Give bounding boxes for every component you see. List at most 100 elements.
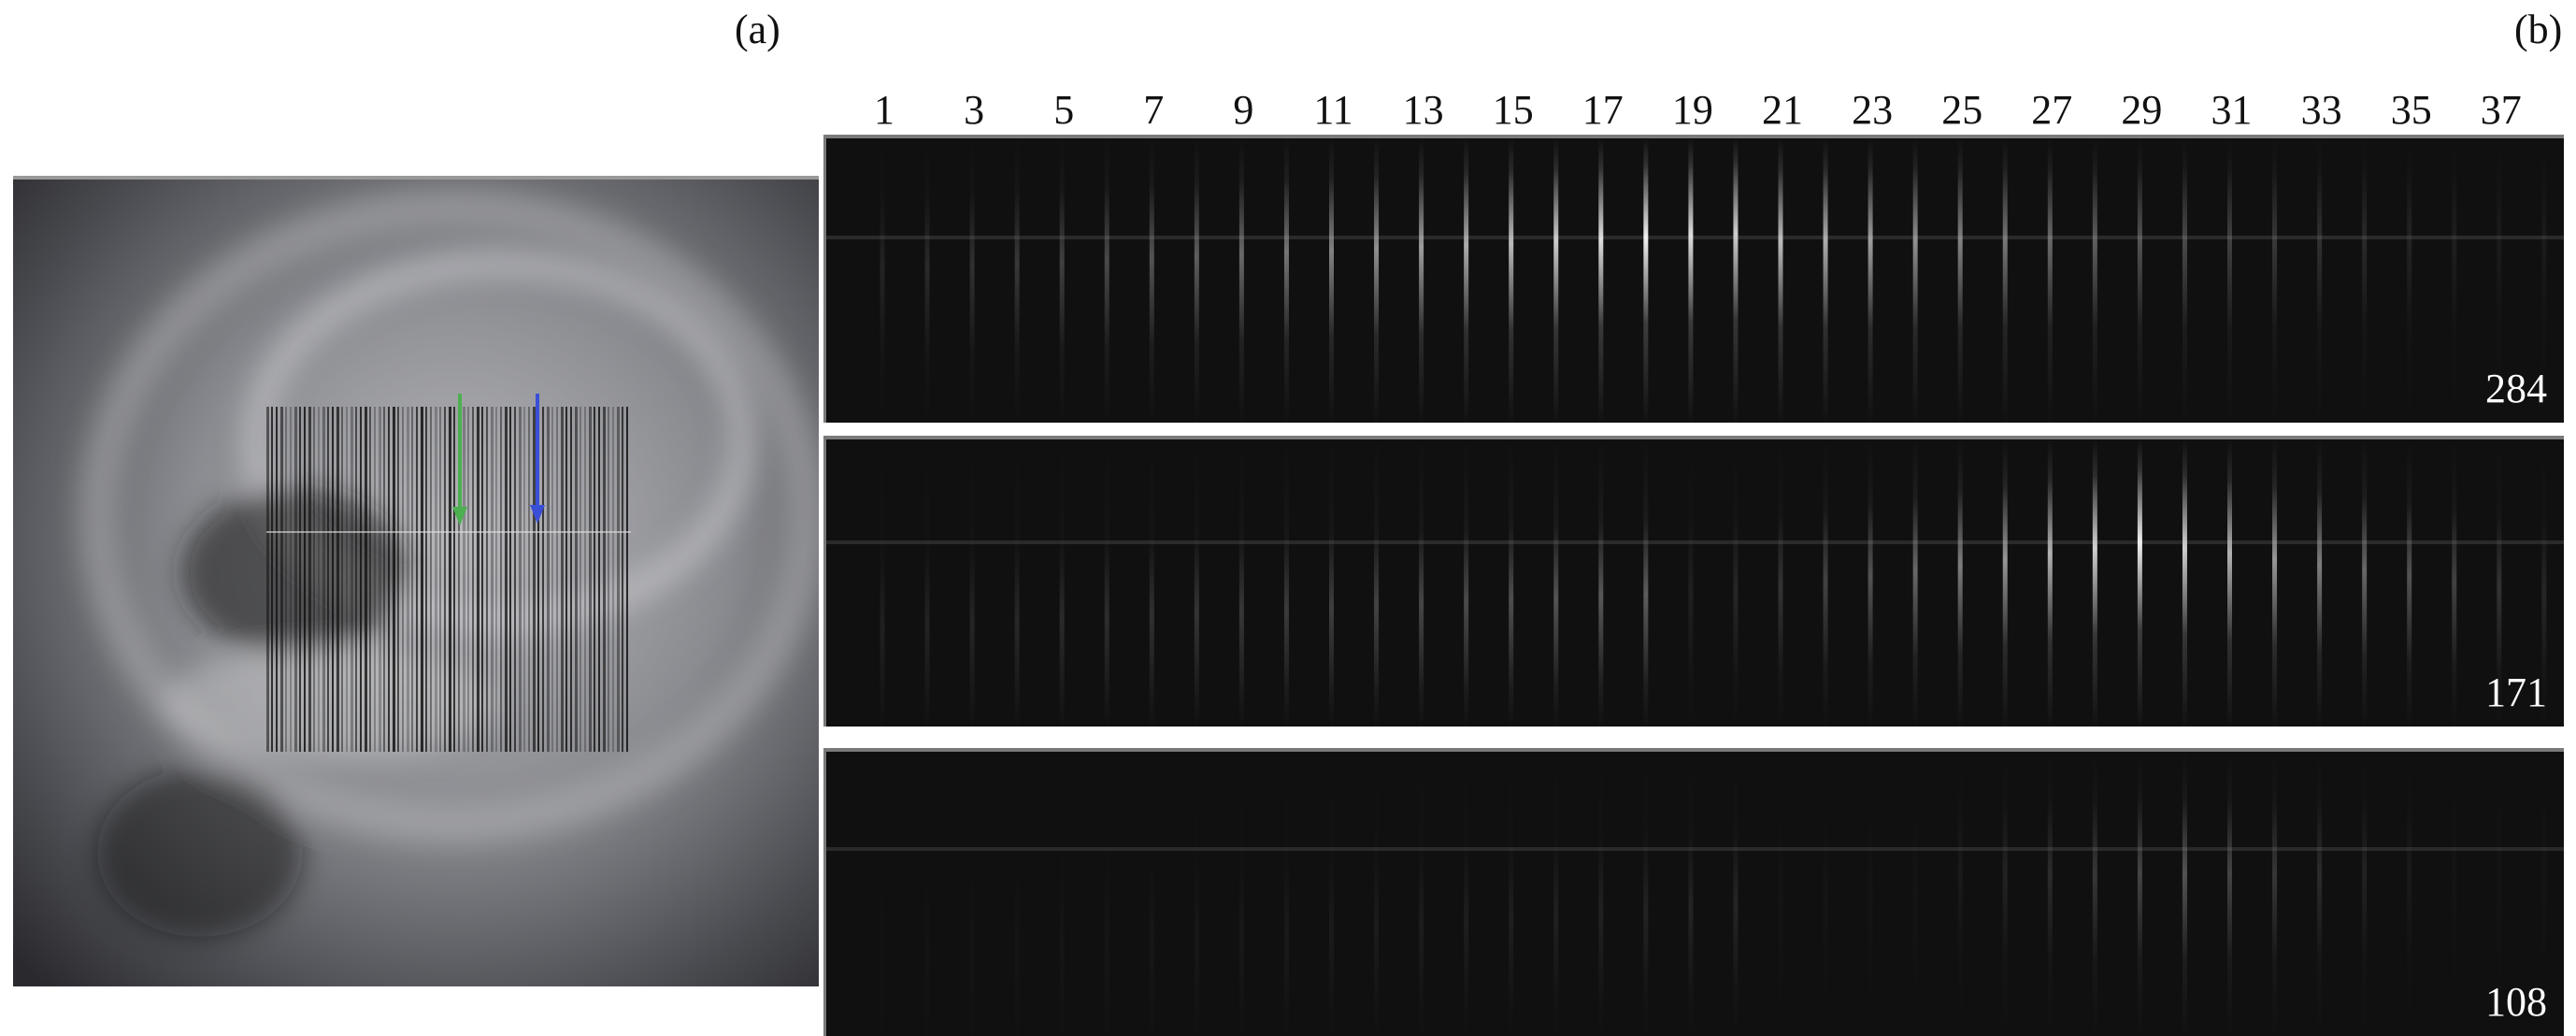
slit-stripe [528,407,530,752]
slit-stripe [276,407,278,752]
spectral-streak [1464,439,1469,727]
slit-stripe [393,407,395,752]
spectral-streak [1957,138,1963,423]
spectral-streak [2092,439,2097,727]
slit-stripe [360,407,362,752]
spectral-streak [1194,439,1199,727]
slit-stripe [449,407,451,752]
spectral-streak [1149,138,1154,423]
slit-stripe [313,407,315,752]
spectral-streak [1419,752,1424,1036]
slit-stripe [565,407,567,752]
slit-stripe [346,407,348,752]
panel-label: 284 [2485,366,2547,411]
spectral-streak [1238,752,1244,1036]
spectral-streak [1823,439,1828,727]
spectral-streak [1104,752,1109,1036]
slit-number: 3 [964,87,985,133]
slit-stripe [439,407,441,752]
slit-stripe [407,407,409,752]
slit-stripe [570,407,572,752]
slit-number: 5 [1053,87,1075,133]
spectral-streak [2182,138,2187,423]
spectral-streak [2452,439,2457,727]
spectral-streak [1509,138,1514,423]
spectral-streak [2047,752,2053,1036]
slit-stripe [266,407,269,752]
spectral-streak [2137,439,2142,727]
spectral-streak [880,752,885,1036]
spectral-streak [2272,752,2278,1036]
slit-stripe [388,407,390,752]
spectral-streak [880,138,885,423]
slit-stripe [537,407,539,752]
panel-label: 171 [2485,669,2547,715]
spectral-streak [1194,752,1199,1036]
slit-stripe [383,407,385,752]
panel-171: 171 [823,436,2564,727]
slit-stripe [622,407,623,752]
panel-label: 108 [2485,979,2547,1025]
slit-stripe [509,407,511,752]
slit-stripe [351,407,353,752]
spectral-streak [1104,138,1109,423]
slit-stripe [561,407,564,752]
slit-stripe [304,407,306,752]
slit-stripe [500,407,502,752]
spectral-streak [1957,752,1963,1036]
spectral-streak [1688,752,1694,1036]
spectral-streak [1509,439,1514,727]
spectral-streak [1329,752,1334,1036]
slit-stripe [369,407,371,752]
spectral-streak [924,439,930,727]
spectral-streak [1823,138,1828,423]
spectral-streak [1778,752,1783,1036]
spectral-streak [1014,752,1020,1036]
spectral-streak [2002,138,2008,423]
slit-stripe [332,407,334,752]
spectral-streak [1464,138,1469,423]
slit-number: 17 [1581,87,1624,133]
spectral-streak [1419,439,1424,727]
spectral-streak [1149,439,1154,727]
spectral-streak [880,439,885,727]
slit-number: 37 [2480,87,2522,133]
spectral-streak [2137,752,2142,1036]
slit-stripe [594,407,595,752]
slit-number: 27 [2031,87,2073,133]
slit-stripe [411,407,413,752]
slit-stripe [294,407,297,752]
spectral-streak [1149,752,1154,1036]
slit-stripe [421,407,423,752]
slit-stripe [519,407,522,752]
spectral-streak [2407,752,2412,1036]
slit-number: 1 [874,87,894,133]
panel-284: 284 [823,135,2564,423]
spectral-streak [1733,138,1739,423]
slit-stripe [285,407,287,752]
slit-stripe [598,407,600,752]
spectral-streak [1059,439,1065,727]
slit-number: 19 [1671,87,1713,133]
spectral-streak [1283,752,1289,1036]
slit-stripe [617,407,620,752]
slit-stripe [290,407,292,752]
slit-stripe [472,407,474,752]
spectral-streak [2407,138,2412,423]
panel-a-label: (a) [735,7,780,52]
slit-stripe [365,407,367,752]
spectral-streak [1598,752,1604,1036]
spectral-streak [2541,752,2547,1036]
spectral-streak [1014,439,1020,727]
slit-stripe [308,407,311,752]
spectral-streak [1733,752,1739,1036]
slit-stripe [477,407,479,752]
slit-stripe [612,407,614,752]
spectral-streak [2227,752,2232,1036]
spectral-streak [1329,138,1334,423]
slit-stripe [444,407,446,752]
spectral-streak [1014,138,1020,423]
spectral-streak [1419,138,1424,423]
spectral-streak [1598,138,1604,423]
spectral-streak [2272,439,2278,727]
